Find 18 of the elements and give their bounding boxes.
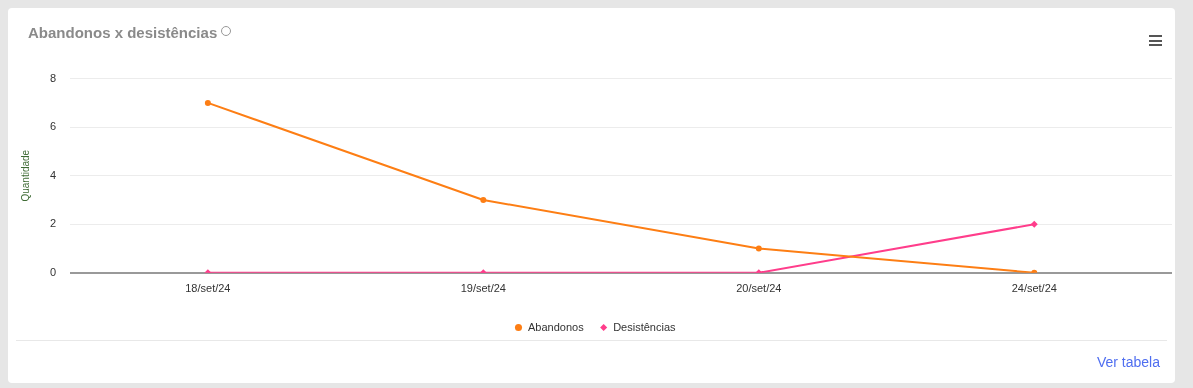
y-axis-title: Quantidade <box>19 149 31 202</box>
y-tick-label: 0 <box>49 265 57 278</box>
legend-label: Desistências <box>613 320 677 333</box>
y-tick-label: 8 <box>49 71 57 84</box>
chart-title: Abandonos x desistências <box>28 24 218 41</box>
y-tick-label: 4 <box>49 168 57 181</box>
y-tick-label: 6 <box>49 120 57 133</box>
point <box>204 99 211 106</box>
y-tick-label: 2 <box>49 217 57 230</box>
x-tick-label: 18/set/24 <box>185 282 231 295</box>
point <box>1030 220 1038 228</box>
x-tick-label: 20/set/24 <box>736 282 782 295</box>
point <box>480 196 487 203</box>
legend-label: Abandonos <box>527 320 585 333</box>
x-tick-label: 19/set/24 <box>460 282 506 295</box>
text: Ver tabela <box>1096 354 1160 370</box>
x-tick-label: 24/set/24 <box>1011 282 1057 295</box>
point <box>755 245 762 252</box>
